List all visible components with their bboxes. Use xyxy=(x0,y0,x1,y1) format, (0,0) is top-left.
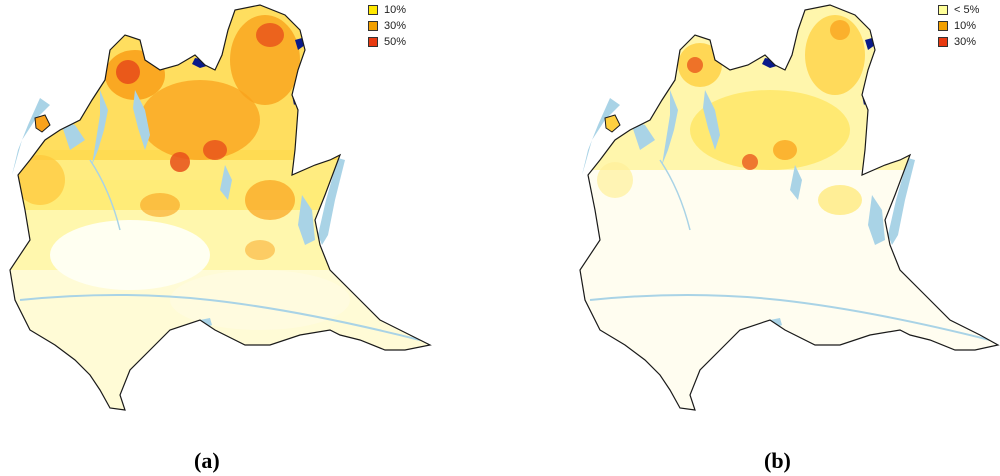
legend-a: 10% 30% 50% xyxy=(368,2,406,50)
map-a xyxy=(9,4,432,411)
legend-a-label-3: 50% xyxy=(384,36,407,48)
map-panel-a: 10% 30% 50% (a) xyxy=(9,2,432,473)
enclave-a xyxy=(34,114,51,133)
legend-b-label-1: < 5% xyxy=(954,4,980,16)
region-border-b xyxy=(579,4,1000,411)
legend-b-item-1: < 5% xyxy=(938,2,979,18)
map-b xyxy=(579,4,1000,411)
legend-b-swatch-2 xyxy=(938,21,948,31)
legend-a-swatch-3 xyxy=(368,37,378,47)
legend-b-swatch-1 xyxy=(938,5,948,15)
legend-a-swatch-1 xyxy=(368,5,378,15)
legend-a-swatch-2 xyxy=(368,21,378,31)
legend-b-label-3: 30% xyxy=(954,36,977,48)
map-panel-b: < 5% 10% 30% (b) xyxy=(500,0,1000,476)
legend-a-label-1: 10% xyxy=(384,4,407,16)
panel-label-b: (b) xyxy=(764,448,791,473)
lake-maggiore-b xyxy=(582,98,620,175)
legend-a-item-1: 10% xyxy=(368,2,406,18)
legend-b: < 5% 10% 30% xyxy=(938,2,979,50)
legend-a-item-3: 50% xyxy=(368,34,406,50)
lake-garda-b xyxy=(888,158,915,245)
enclave-b xyxy=(604,114,621,133)
legend-b-label-2: 10% xyxy=(954,20,977,32)
panel-label-a: (a) xyxy=(194,448,220,473)
region-border-a xyxy=(9,4,432,411)
legend-a-label-2: 30% xyxy=(384,20,407,32)
legend-b-item-2: 10% xyxy=(938,18,979,34)
lake-maggiore-a xyxy=(12,98,50,175)
legend-b-item-3: 30% xyxy=(938,34,979,50)
legend-a-item-2: 30% xyxy=(368,18,406,34)
lake-garda-a xyxy=(318,158,345,245)
legend-b-swatch-3 xyxy=(938,37,948,47)
